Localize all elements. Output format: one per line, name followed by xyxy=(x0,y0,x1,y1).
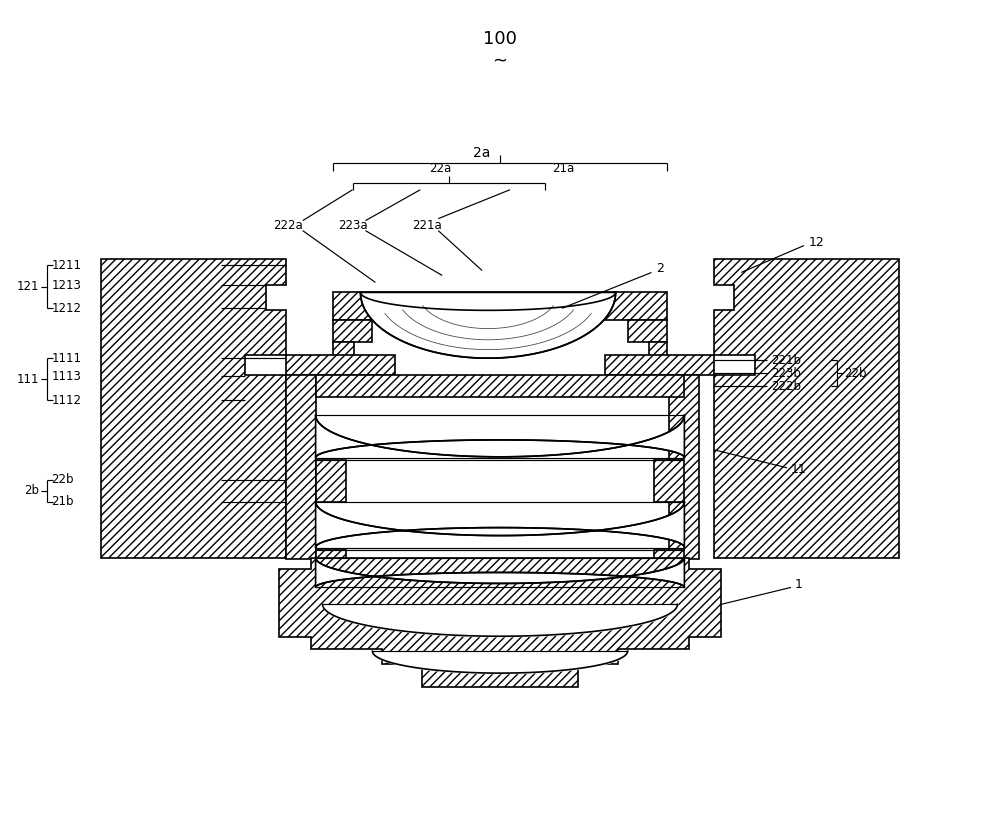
Text: 111: 111 xyxy=(17,373,40,386)
Text: 1211: 1211 xyxy=(52,259,82,272)
Text: 2b: 2b xyxy=(25,484,40,498)
Polygon shape xyxy=(101,259,286,557)
Text: 2a: 2a xyxy=(473,146,491,160)
Bar xyxy=(333,320,372,342)
Text: 1113: 1113 xyxy=(52,369,81,383)
Text: 1213: 1213 xyxy=(52,279,81,292)
Bar xyxy=(669,375,699,559)
Text: 2: 2 xyxy=(656,262,664,275)
Bar xyxy=(286,355,395,375)
Polygon shape xyxy=(279,557,721,687)
Bar xyxy=(605,355,714,375)
Text: 1111: 1111 xyxy=(52,351,82,365)
Bar xyxy=(316,460,346,502)
Text: 22b: 22b xyxy=(52,473,74,486)
Text: 221b: 221b xyxy=(771,354,801,367)
Bar xyxy=(654,549,684,567)
Text: ∼: ∼ xyxy=(492,53,508,70)
Bar xyxy=(654,460,684,502)
Text: 221a: 221a xyxy=(412,219,442,232)
Bar xyxy=(628,320,667,342)
Text: 22b: 22b xyxy=(844,367,866,379)
Polygon shape xyxy=(714,259,899,557)
Bar xyxy=(316,549,346,567)
Text: 223b: 223b xyxy=(771,367,801,379)
Text: 121: 121 xyxy=(17,281,40,293)
Text: 22a: 22a xyxy=(429,163,451,176)
Text: 100: 100 xyxy=(483,30,517,48)
Bar xyxy=(649,342,667,362)
Text: 222b: 222b xyxy=(771,379,801,392)
Polygon shape xyxy=(316,557,684,587)
Text: 11: 11 xyxy=(791,463,807,476)
Polygon shape xyxy=(360,292,616,358)
Text: 1212: 1212 xyxy=(52,302,82,314)
Text: 222a: 222a xyxy=(273,219,303,232)
Text: 21a: 21a xyxy=(552,163,574,176)
Bar xyxy=(333,292,667,320)
Bar xyxy=(286,375,316,559)
Bar xyxy=(316,375,684,397)
Text: 223a: 223a xyxy=(339,219,368,232)
Text: 12: 12 xyxy=(809,236,825,249)
Polygon shape xyxy=(316,415,684,458)
Text: 21b: 21b xyxy=(52,495,74,508)
Text: 1: 1 xyxy=(795,578,803,591)
Bar xyxy=(333,342,354,362)
Text: 1112: 1112 xyxy=(52,393,82,406)
Polygon shape xyxy=(316,502,684,548)
